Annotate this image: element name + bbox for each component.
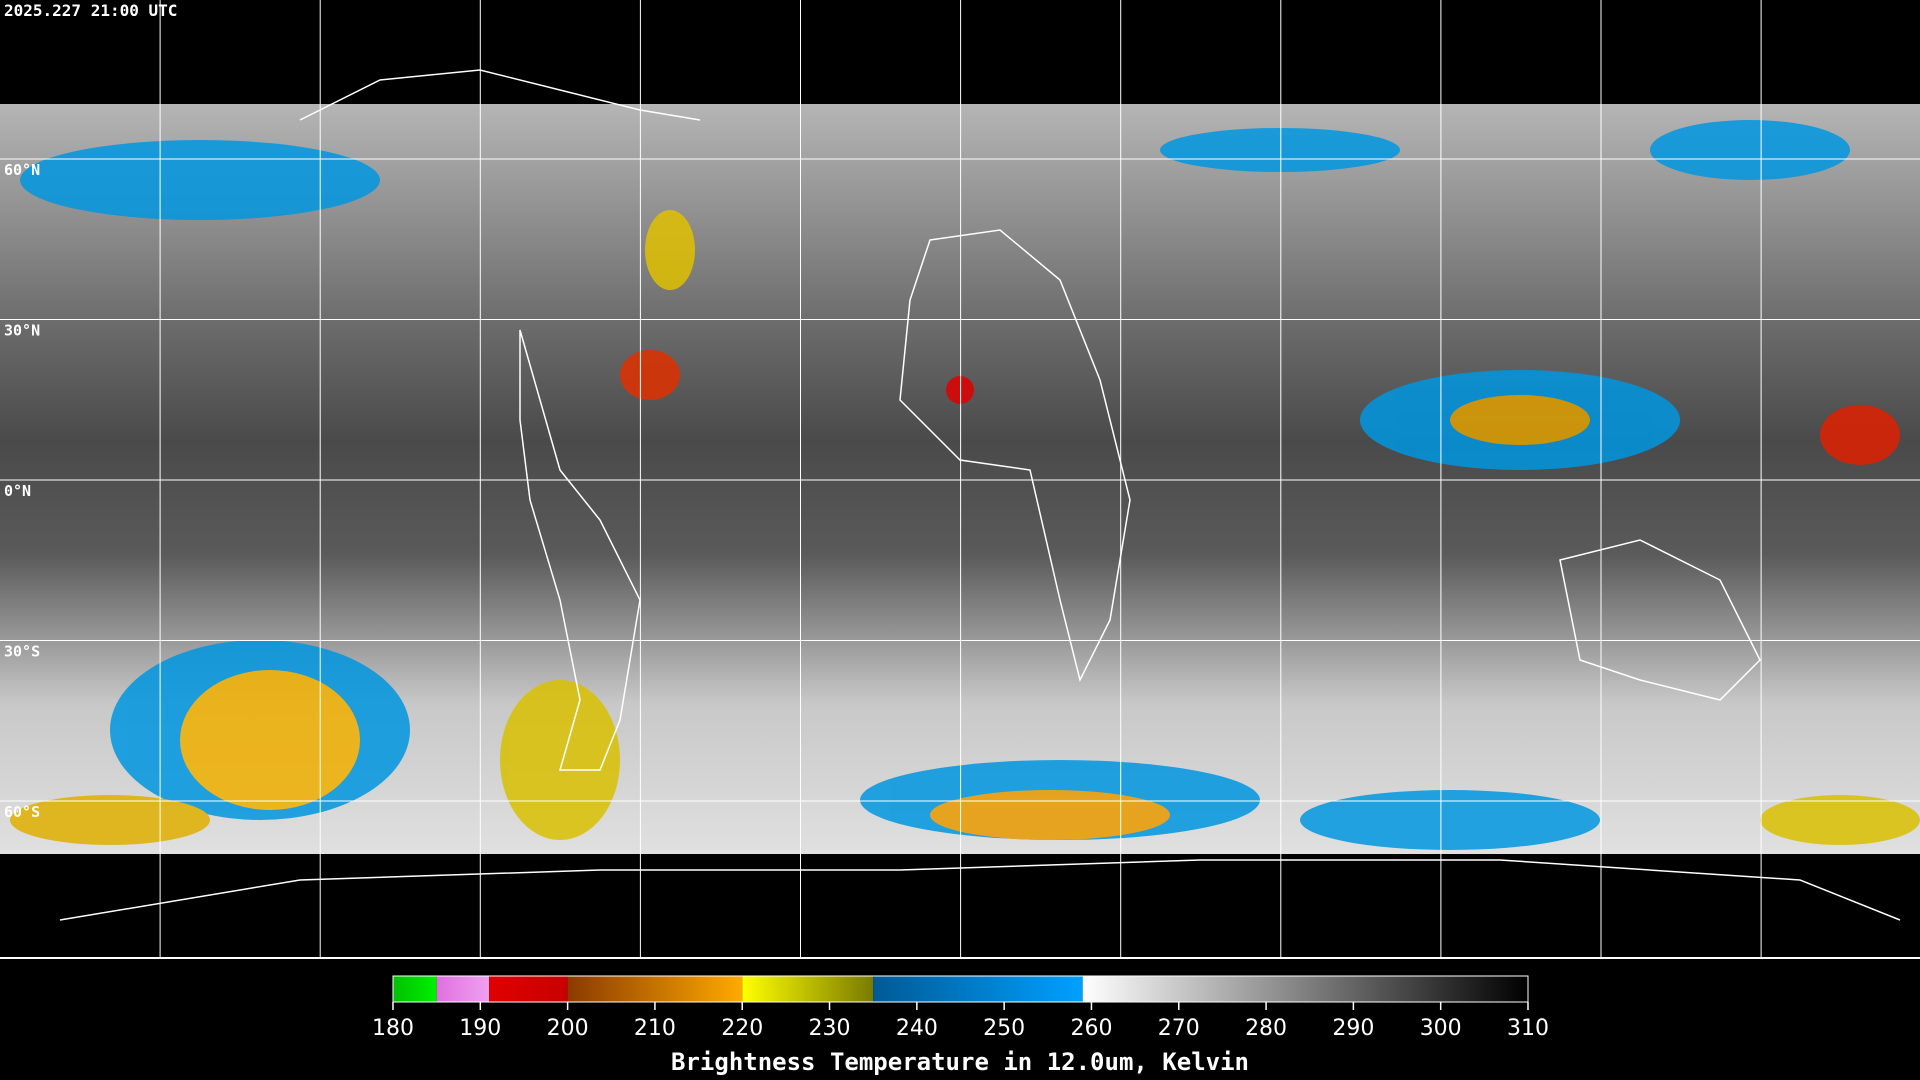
latitude-label: 0°N xyxy=(4,482,31,500)
colorbar-tick-label: 180 xyxy=(372,1016,414,1041)
latitude-label: 60°S xyxy=(4,803,40,821)
colorbar-segment xyxy=(1082,976,1528,1002)
colorbar-tick-label: 250 xyxy=(983,1016,1025,1041)
colorbar-tick-label: 190 xyxy=(459,1016,501,1041)
colorbar-tick-label: 280 xyxy=(1245,1016,1287,1041)
colorbar-tick-label: 270 xyxy=(1158,1016,1200,1041)
colorbar-tick-label: 260 xyxy=(1070,1016,1112,1041)
colorbar-segment xyxy=(489,976,568,1002)
satellite-image xyxy=(0,69,1920,921)
latitude-label: 60°N xyxy=(4,161,40,179)
timestamp: 2025.227 21:00 UTC xyxy=(4,1,177,20)
colorbar-segment xyxy=(393,976,437,1002)
colorbar-segment xyxy=(436,976,490,1002)
colorbar-tick-label: 220 xyxy=(721,1016,763,1041)
colorbar-segment xyxy=(567,976,743,1002)
colorbar-tick-label: 230 xyxy=(809,1016,851,1041)
colorbar-tick-label: 290 xyxy=(1332,1016,1374,1041)
colorbar-frame xyxy=(392,975,1529,1003)
colorbar-segment xyxy=(873,976,1083,1002)
coastlines xyxy=(59,69,1901,921)
cloud-features xyxy=(10,120,1920,850)
colorbar-tick-label: 210 xyxy=(634,1016,676,1041)
colorbar-title: Brightness Temperature in 12.0um, Kelvin xyxy=(671,1048,1249,1076)
colorbar-tick-label: 310 xyxy=(1507,1016,1549,1041)
colorbar-tick-label: 240 xyxy=(896,1016,938,1041)
colorbar-segment xyxy=(742,976,874,1002)
latitude-label: 30°S xyxy=(4,643,40,661)
colorbar-tick-label: 200 xyxy=(547,1016,589,1041)
colorbar-tick-label: 300 xyxy=(1420,1016,1462,1041)
graticule xyxy=(0,0,1920,958)
latitude-label: 30°N xyxy=(4,322,40,340)
